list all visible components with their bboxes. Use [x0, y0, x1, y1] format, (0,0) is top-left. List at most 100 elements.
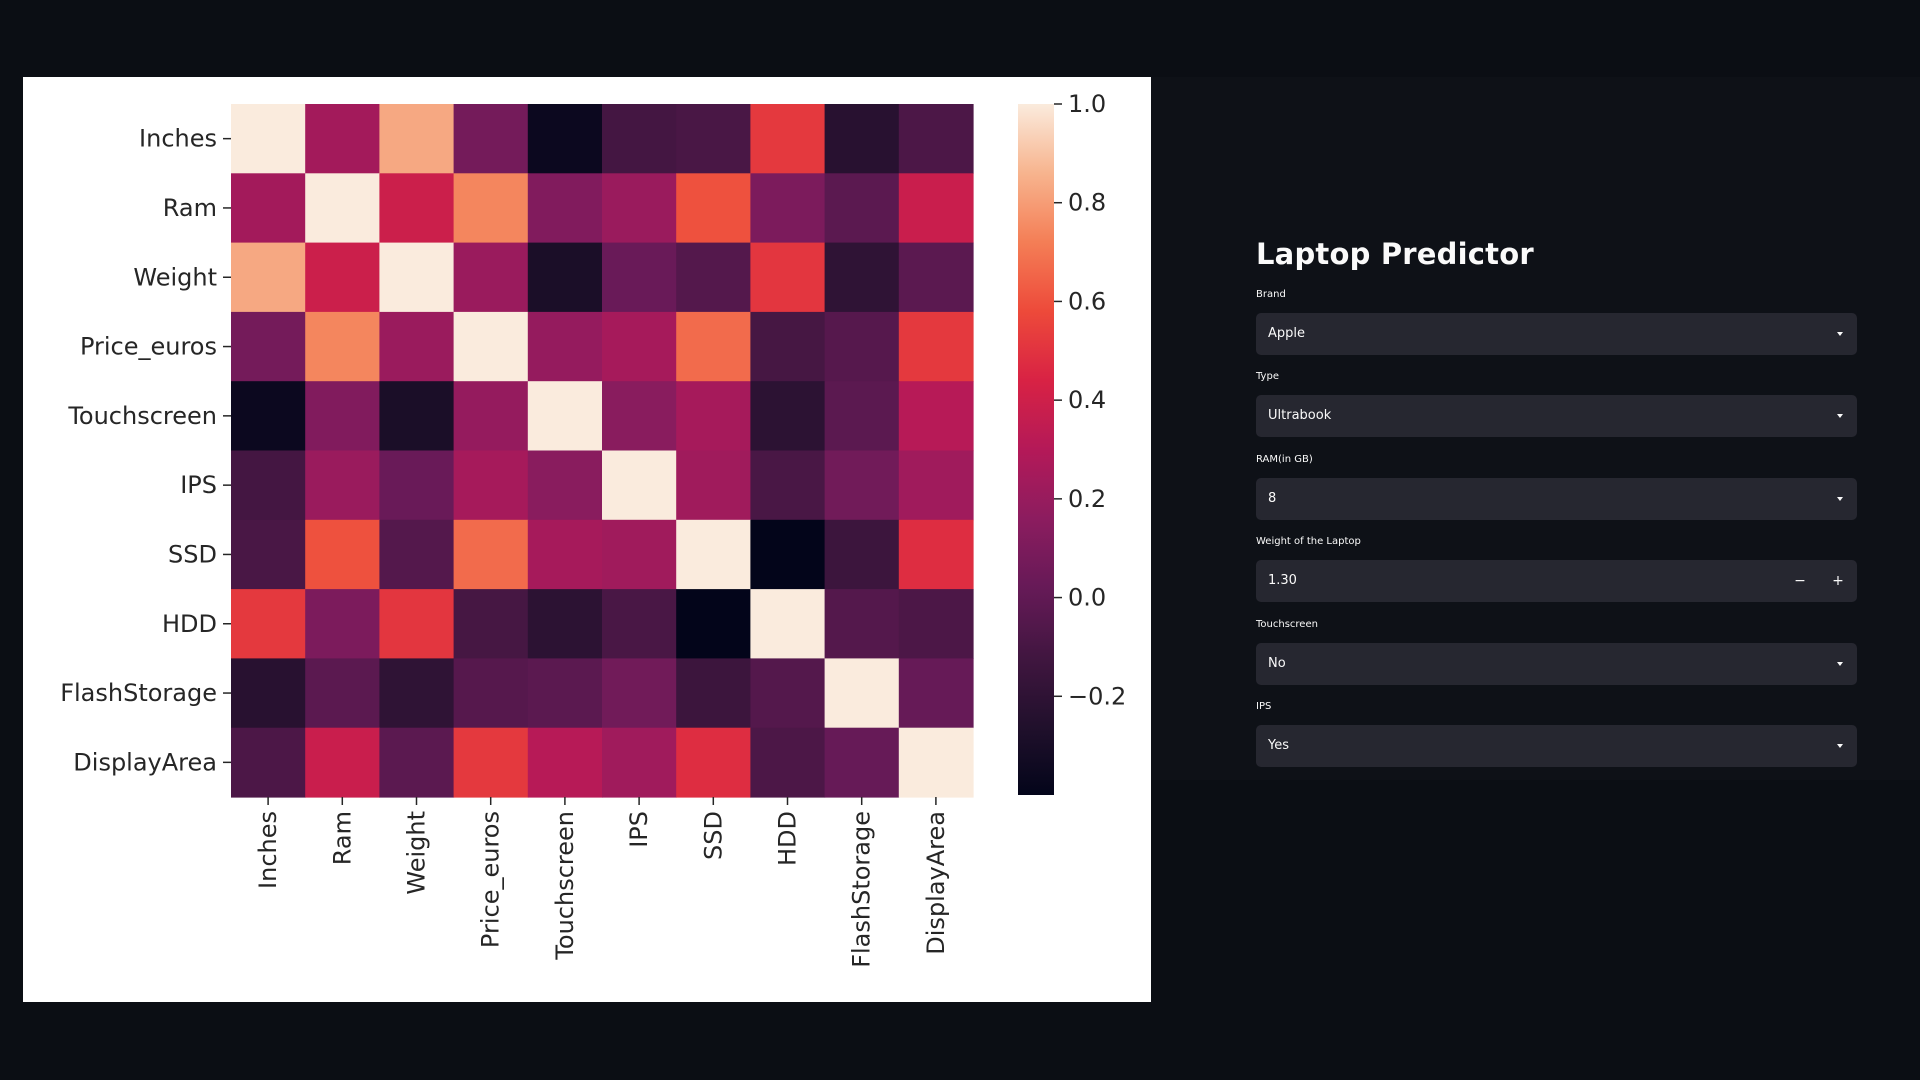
heatmap-cell [305, 242, 380, 313]
y-tick-label: DisplayArea [73, 748, 217, 776]
heatmap-cell [231, 104, 306, 174]
ram-select[interactable]: 8 [1256, 478, 1857, 520]
heatmap-cell [379, 727, 455, 798]
streamlit-app: Laptop Predictor Brand Apple Type Ultrab… [1151, 77, 1920, 780]
heatmap-cell [231, 519, 306, 590]
heatmap-cell [527, 450, 603, 521]
heatmap-cell [305, 658, 380, 729]
heatmap-cell [602, 589, 677, 659]
heatmap-cell [231, 381, 306, 452]
ips-label: IPS [1256, 701, 1272, 712]
heatmap-cell [676, 450, 751, 521]
heatmap-cell [379, 450, 455, 521]
y-tick-label: SSD [168, 540, 217, 568]
heatmap-cell [750, 173, 826, 244]
increment-button[interactable]: + [1832, 573, 1844, 589]
touchscreen-select[interactable]: No [1256, 643, 1857, 685]
heatmap-cell [898, 589, 974, 659]
x-tick-label: DisplayArea [922, 811, 950, 955]
heatmap-cell [602, 658, 677, 729]
heatmap-cell [824, 104, 900, 174]
heatmap-cell [305, 104, 380, 174]
heatmap-cell [750, 658, 826, 729]
heatmap-cell [750, 589, 826, 659]
heatmap-cell [602, 242, 677, 313]
heatmap-cell [602, 450, 677, 521]
heatmap-cell [379, 519, 455, 590]
heatmap-cell [824, 381, 900, 452]
heatmap-cell [527, 658, 603, 729]
heatmap-cell [379, 658, 455, 729]
heatmap-cell [453, 727, 529, 798]
heatmap-cell [305, 519, 380, 590]
heatmap-cell [676, 727, 751, 798]
heatmap-cell [527, 727, 603, 798]
heatmap-cell [602, 173, 677, 244]
touchscreen-value: No [1268, 656, 1286, 671]
heatmap-cell [898, 381, 974, 452]
heatmap-cell [379, 589, 455, 659]
heatmap-cell [305, 727, 380, 798]
heatmap-cell [379, 381, 455, 452]
heatmap-cell [305, 450, 380, 521]
heatmap-cell [527, 589, 603, 659]
heatmap-cell [453, 519, 529, 590]
heatmap-cell [750, 104, 826, 174]
heatmap-cell [676, 242, 751, 313]
heatmap-cell [527, 311, 603, 382]
heatmap-cell [379, 242, 455, 313]
decrement-button[interactable]: − [1794, 573, 1806, 589]
ips-select[interactable]: Yes [1256, 725, 1857, 767]
brand-value: Apple [1268, 326, 1306, 341]
x-tick-label: FlashStorage [848, 811, 876, 968]
heatmap-cell [750, 311, 826, 382]
ram-label: RAM(in GB) [1256, 454, 1313, 465]
heatmap-cell [824, 727, 900, 798]
heatmap-cell [602, 104, 677, 174]
chevron-down-icon [1837, 744, 1843, 748]
heatmap-cell [898, 658, 974, 729]
heatmap-cell [305, 589, 380, 659]
colorbar-tick-label: 0.0 [1068, 584, 1106, 612]
heatmap-cell [824, 242, 900, 313]
heatmap-cell [602, 381, 677, 452]
brand-select[interactable]: Apple [1256, 313, 1857, 355]
weight-value: 1.30 [1268, 573, 1297, 588]
heatmap-cell [527, 519, 603, 590]
heatmap-cell [379, 173, 455, 244]
heatmap-cell [898, 242, 974, 313]
ips-value: Yes [1268, 738, 1289, 753]
type-select[interactable]: Ultrabook [1256, 395, 1857, 437]
heatmap-cell [750, 727, 826, 798]
heatmap-cell [231, 450, 306, 521]
ram-value: 8 [1268, 491, 1277, 506]
heatmap-cell [453, 450, 529, 521]
x-tick-label: Price_euros [477, 811, 505, 948]
type-label: Type [1256, 371, 1279, 382]
heatmap-cell [527, 104, 603, 174]
heatmap-cell [231, 727, 306, 798]
chevron-down-icon [1837, 414, 1843, 418]
heatmap-cell [898, 104, 974, 174]
y-tick-label: FlashStorage [60, 679, 217, 707]
heatmap-cell [231, 173, 306, 244]
heatmap-cell [453, 104, 529, 174]
heatmap-cell [305, 381, 380, 452]
heatmap-cell [898, 173, 974, 244]
heatmap-cell [824, 450, 900, 521]
x-tick-label: Weight [403, 811, 431, 895]
colorbar-tick-label: 0.6 [1068, 287, 1106, 315]
heatmap-cell [602, 311, 677, 382]
heatmap-cell [602, 727, 677, 798]
weight-number-input[interactable]: 1.30 − + [1256, 560, 1857, 602]
x-tick-label: HDD [774, 811, 802, 866]
heatmap-cell [453, 242, 529, 313]
y-tick-label: Touchscreen [67, 402, 217, 430]
y-tick-label: Price_euros [80, 333, 217, 361]
heatmap-cell [231, 311, 306, 382]
heatmap-cell [824, 311, 900, 382]
heatmap-cell [231, 658, 306, 729]
heatmap-cell [527, 173, 603, 244]
heatmap-cell [824, 519, 900, 590]
colorbar-tick-label: 0.2 [1068, 485, 1106, 513]
